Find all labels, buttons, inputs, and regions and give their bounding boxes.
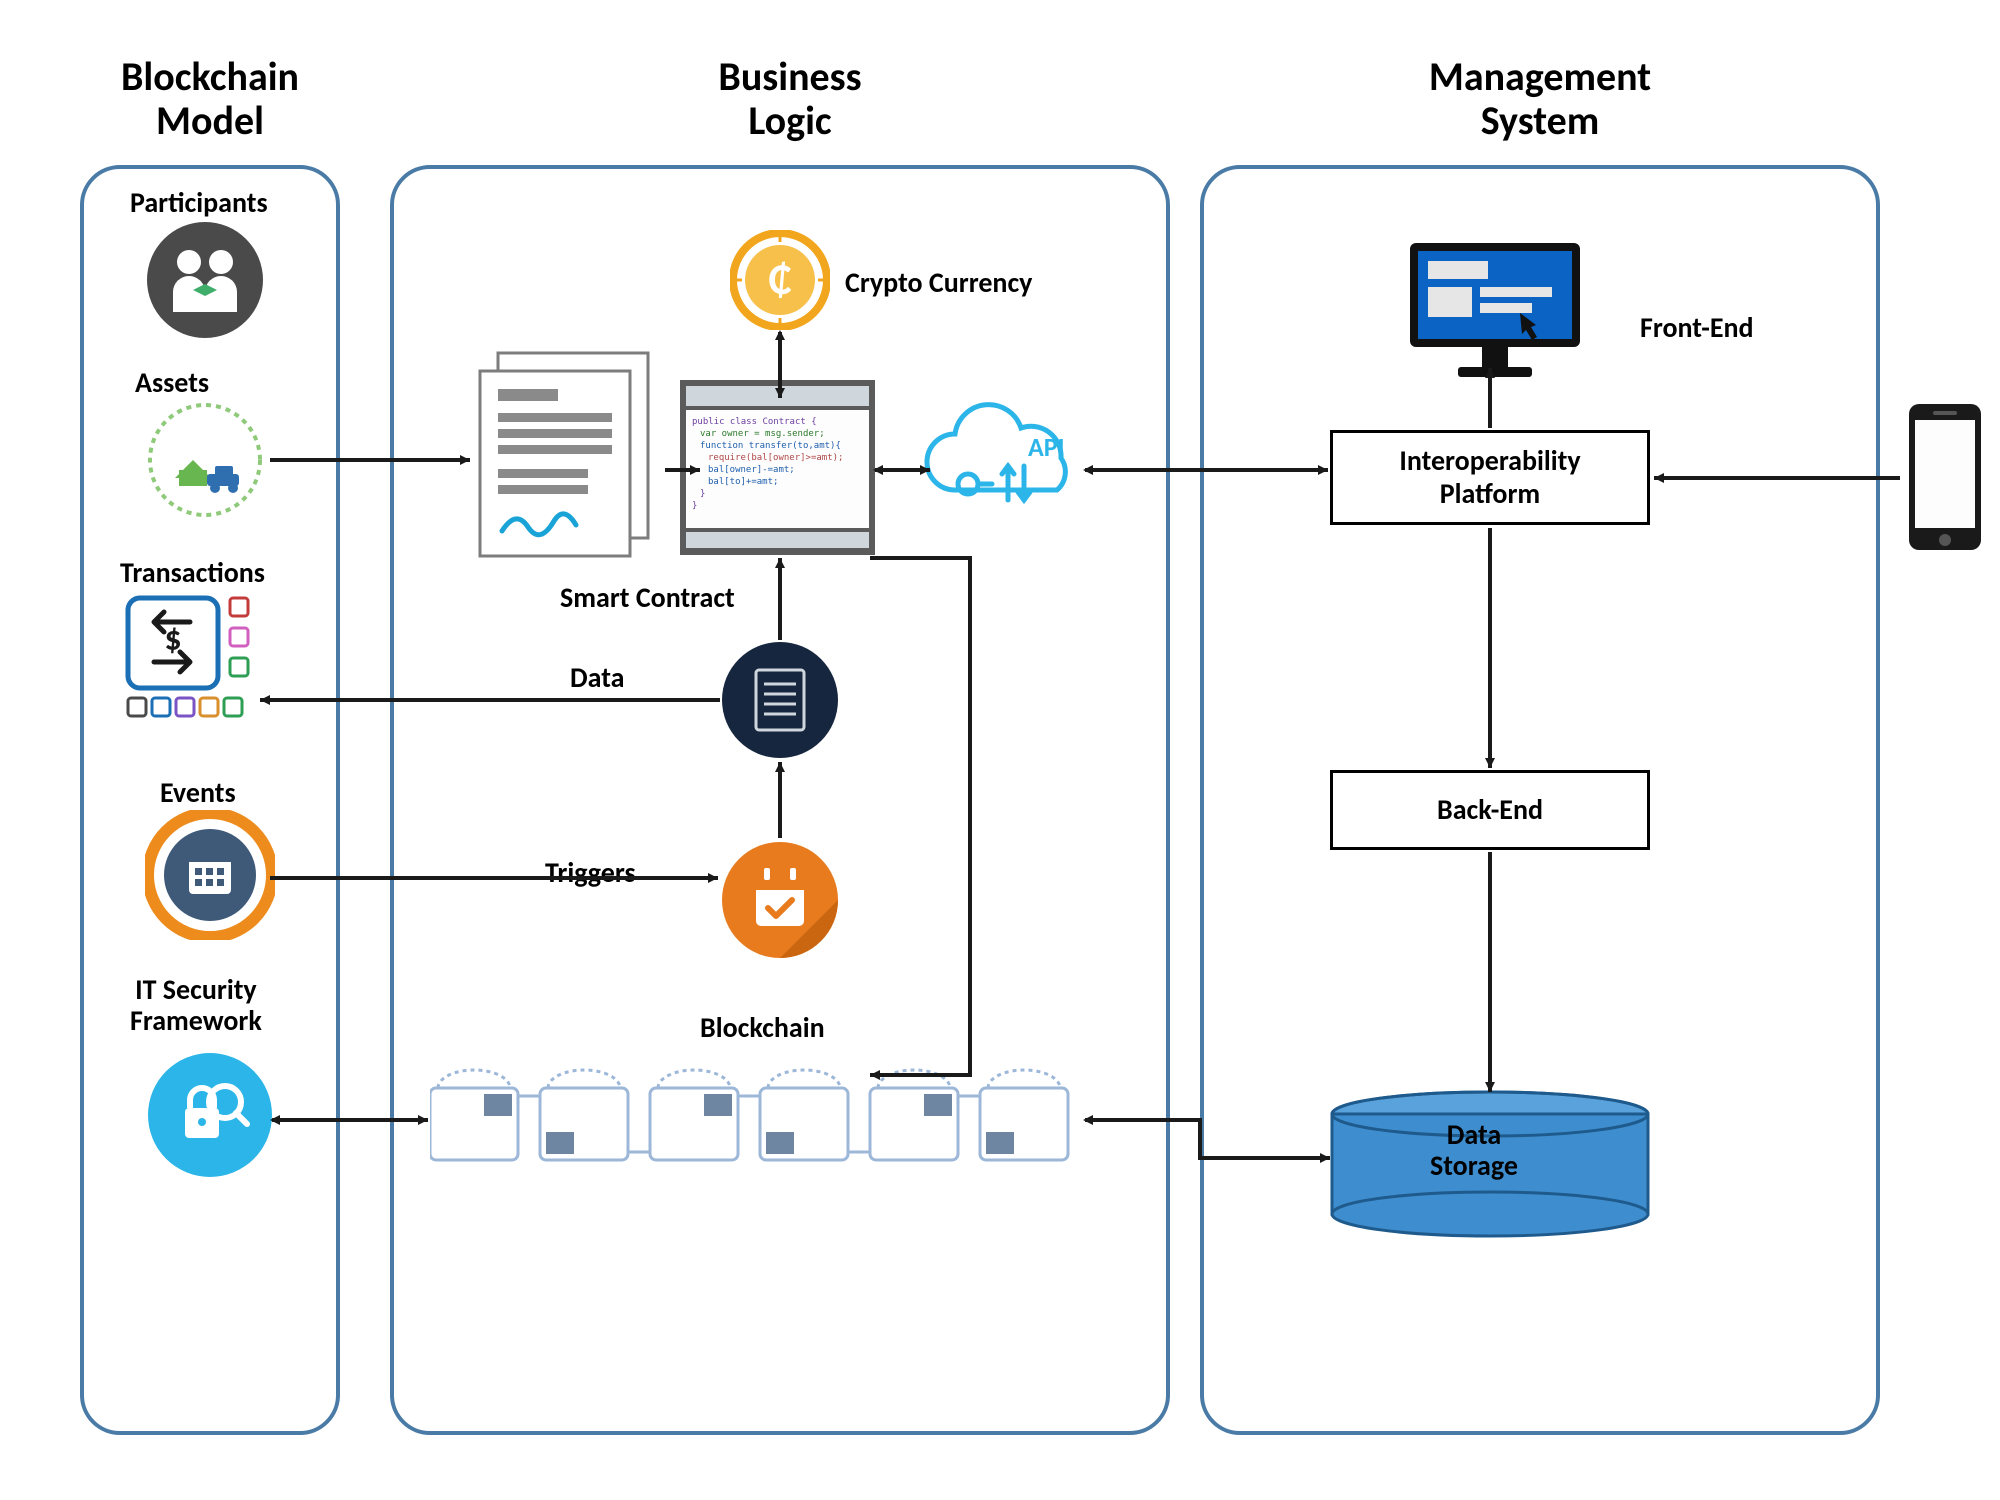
svg-text:var owner = msg.sender;: var owner = msg.sender;: [700, 429, 825, 439]
svg-text:}: }: [692, 501, 697, 511]
smart-contract-doc-icon: [470, 345, 670, 570]
events-icon: [145, 810, 275, 945]
svg-text:bal[owner]-=amt;: bal[owner]-=amt;: [708, 465, 795, 475]
label-participants: Participants: [130, 185, 268, 220]
it-security-icon: [145, 1050, 275, 1185]
transactions-icon: $: [120, 590, 280, 735]
label-data-storage: DataStorage: [1430, 1120, 1518, 1182]
svg-text:bal[to]+=amt;: bal[to]+=amt;: [708, 477, 778, 487]
phone-icon: [1905, 400, 1985, 560]
blockchain-chain-icon: [430, 1068, 1090, 1203]
box-backend: Back-End: [1330, 770, 1650, 850]
svg-text:require(bal[owner]>=amt);: require(bal[owner]>=amt);: [708, 453, 843, 463]
label-smart-contract: Smart Contract: [560, 580, 735, 615]
api-cloud-icon: API: [920, 400, 1090, 535]
smart-contract-code-icon: public class Contract { var owner = msg.…: [680, 380, 875, 560]
svg-text:$: $: [164, 619, 181, 660]
col-title-management: ManagementSystem: [1340, 55, 1740, 143]
crypto-icon: ₵: [730, 230, 830, 335]
assets-icon: [145, 400, 265, 525]
participants-icon: [145, 220, 265, 345]
col-title-text: ManagementSystem: [1429, 52, 1651, 145]
label-it-security: IT SecurityFramework: [130, 975, 262, 1037]
col-title-text: BlockchainModel: [121, 52, 299, 145]
label-crypto: Crypto Currency: [845, 265, 1032, 300]
svg-text:function transfer(to,amt){: function transfer(to,amt){: [700, 441, 841, 451]
svg-text:public class Contract {: public class Contract {: [692, 417, 817, 427]
label-frontend: Front-End: [1640, 310, 1754, 345]
label-assets: Assets: [135, 365, 209, 400]
triggers-icon: [720, 840, 840, 965]
svg-text:}: }: [700, 489, 705, 499]
data-icon: [720, 640, 840, 765]
svg-text:₵: ₵: [768, 252, 791, 306]
col-title-text: BusinessLogic: [718, 52, 861, 145]
frontend-screen-icon: [1400, 235, 1590, 390]
col-title-business-logic: BusinessLogic: [700, 55, 880, 143]
svg-text:API: API: [1028, 431, 1065, 463]
col-title-blockchain-model: BlockchainModel: [90, 55, 330, 143]
label-data: Data: [570, 660, 624, 695]
label-events: Events: [160, 775, 236, 810]
label-transactions: Transactions: [120, 555, 265, 590]
label-triggers: Triggers: [545, 855, 636, 890]
box-interoperability: InteroperabilityPlatform: [1330, 430, 1650, 525]
label-blockchain: Blockchain: [700, 1010, 825, 1045]
